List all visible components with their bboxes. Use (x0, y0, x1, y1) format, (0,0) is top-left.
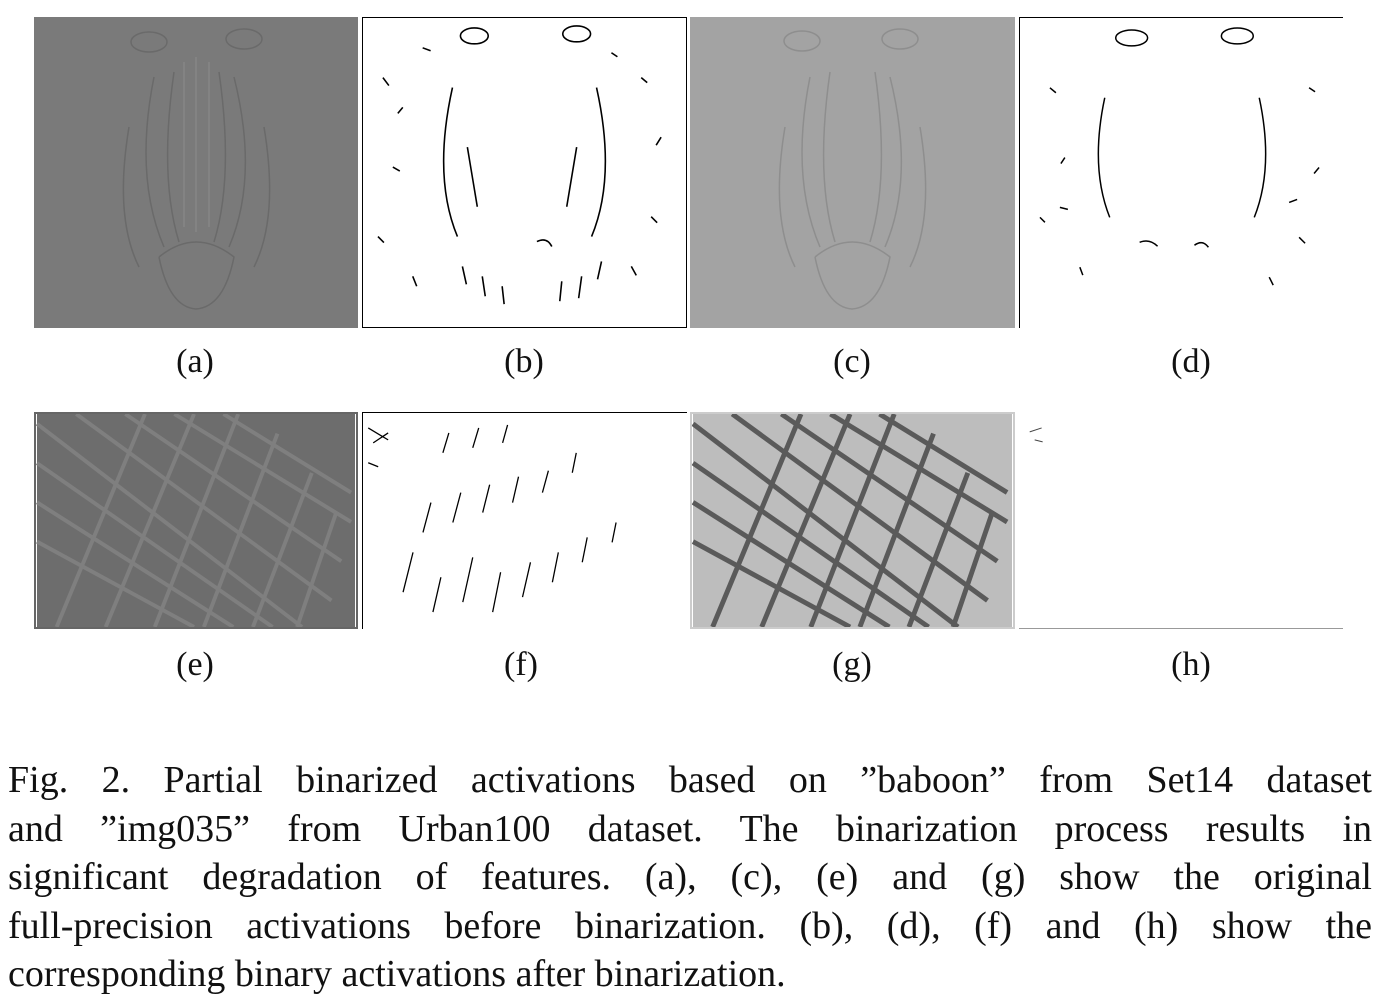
subfigure-label: (f) (504, 646, 538, 683)
subfigure-label: (d) (1171, 343, 1211, 380)
caption-line: significant degradation of features. (a)… (8, 856, 1372, 898)
subfigure-label: (b) (504, 343, 544, 380)
subfigure-g-image (690, 412, 1015, 629)
subfigure-f-image (362, 412, 687, 629)
subfigure-h-image (1019, 412, 1343, 629)
subfigure-a-image (34, 17, 358, 328)
subfigure-d-image (1019, 17, 1343, 328)
subfigure-b-image (362, 17, 687, 328)
caption-line: and ”img035” from Urban100 dataset. The … (8, 807, 1372, 850)
subfigure-label: (a) (176, 343, 214, 380)
caption-line: corresponding binary activations after b… (8, 953, 786, 995)
subfigure-label: (g) (832, 646, 872, 683)
figure-caption: Fig. 2. Partial binarized activations ba… (8, 756, 1372, 999)
subfigure-e-image (34, 412, 358, 629)
subfigure-label: (e) (176, 646, 214, 683)
subfigure-label: (c) (833, 343, 871, 380)
caption-line: full-precision activations before binari… (8, 904, 1372, 947)
subfigure-label: (h) (1171, 646, 1211, 683)
subfigure-c-image (690, 17, 1015, 328)
caption-line: Fig. 2. Partial binarized activations ba… (8, 759, 1372, 801)
